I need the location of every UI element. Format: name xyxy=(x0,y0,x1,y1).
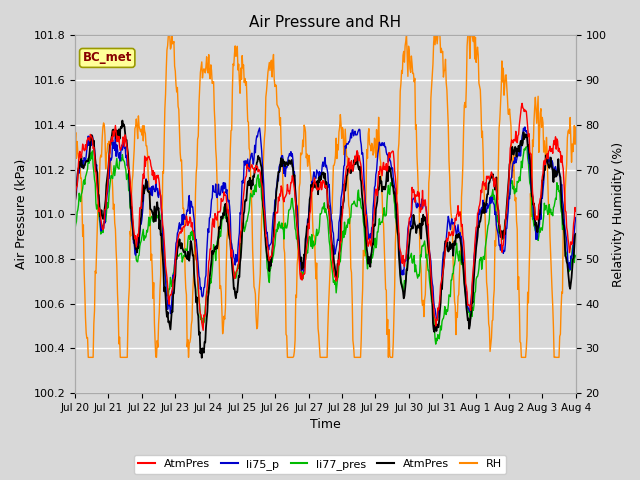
Legend: AtmPres, li75_p, li77_pres, AtmPres, RH: AtmPres, li75_p, li77_pres, AtmPres, RH xyxy=(134,455,506,474)
X-axis label: Time: Time xyxy=(310,419,340,432)
Title: Air Pressure and RH: Air Pressure and RH xyxy=(250,15,401,30)
Y-axis label: Air Pressure (kPa): Air Pressure (kPa) xyxy=(15,159,28,269)
Text: BC_met: BC_met xyxy=(83,51,132,64)
Y-axis label: Relativity Humidity (%): Relativity Humidity (%) xyxy=(612,142,625,287)
